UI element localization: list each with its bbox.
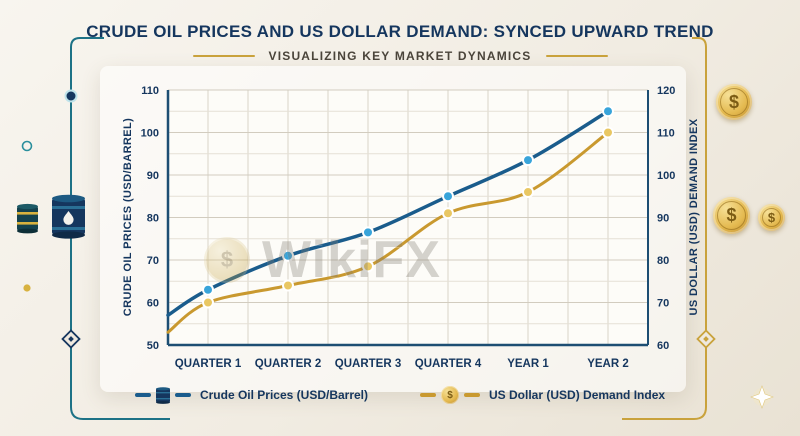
oil-barrel-icon bbox=[52, 194, 85, 239]
data-point-marker bbox=[522, 186, 534, 198]
legend-item-usd: $ US Dollar (USD) Demand Index bbox=[420, 386, 665, 404]
legend-label-usd: US Dollar (USD) Demand Index bbox=[489, 388, 666, 402]
axis-tick-label: 70 bbox=[657, 298, 669, 310]
left-diamond-icon bbox=[61, 329, 81, 349]
axis-tick-label: 60 bbox=[657, 340, 669, 352]
coin-ring bbox=[717, 201, 746, 230]
legend-line-oil bbox=[174, 393, 191, 397]
axis-tick-label: 80 bbox=[657, 255, 669, 267]
data-point-marker bbox=[602, 126, 614, 139]
page-title: CRUDE OIL PRICES AND US DOLLAR DEMAND: S… bbox=[86, 22, 714, 41]
subtitle-rule-left bbox=[192, 55, 255, 57]
small-oil-barrel-icon bbox=[17, 203, 38, 234]
axis-tick-label: 90 bbox=[657, 213, 669, 225]
axis-tick-label: 90 bbox=[147, 170, 159, 182]
legend-line-usd bbox=[464, 393, 481, 397]
axis-tick-label: 110 bbox=[657, 128, 675, 140]
axis-tick-label: 100 bbox=[657, 170, 675, 182]
axis-tick-label: 110 bbox=[141, 85, 159, 97]
data-point-marker bbox=[522, 154, 534, 167]
right-diamond-icon bbox=[696, 329, 716, 349]
legend-line-oil bbox=[134, 393, 151, 397]
legend-label-oil: Crude Oil Prices (USD/Barrel) bbox=[199, 388, 369, 402]
axis-tick-label: YEAR 2 bbox=[587, 358, 629, 370]
chart-legend: Crude Oil Prices (USD/Barrel) $ US Dolla… bbox=[0, 386, 800, 404]
page-subtitle: VISUALIZING KEY MARKET DYNAMICS bbox=[268, 49, 532, 63]
dollar-coin-icon: $ bbox=[716, 84, 752, 120]
axis-tick-label: 100 bbox=[141, 128, 159, 140]
subtitle-rule-right bbox=[545, 55, 608, 57]
data-point-marker bbox=[282, 279, 294, 292]
oil-drop-icon bbox=[63, 211, 74, 225]
coin-ring bbox=[720, 88, 748, 116]
axis-tick-label: 60 bbox=[147, 298, 159, 310]
dollar-coin-icon: $ bbox=[441, 386, 460, 404]
legend-item-oil: Crude Oil Prices (USD/Barrel) bbox=[134, 386, 369, 404]
coin-ring bbox=[762, 208, 781, 227]
axis-tick-label: 80 bbox=[147, 213, 159, 225]
dollar-coin-icon: $ bbox=[758, 204, 785, 231]
subtitle-row: VISUALIZING KEY MARKET DYNAMICS bbox=[0, 49, 800, 63]
data-point-marker bbox=[442, 190, 454, 203]
right-axis-title: US DOLLAR (USD) DEMAND INDEX bbox=[688, 118, 700, 316]
gold-dot-icon bbox=[23, 284, 31, 292]
left-axis-title: CRUDE OIL PRICES (USD/BARREL) bbox=[122, 117, 134, 317]
data-point-marker bbox=[202, 296, 214, 309]
dollar-coin-icon: $ bbox=[713, 197, 750, 234]
data-point-marker bbox=[362, 226, 374, 239]
axis-tick-label: QUARTER 1 bbox=[175, 358, 242, 370]
data-point-marker bbox=[442, 207, 454, 220]
oil-barrel-icon bbox=[155, 386, 170, 404]
data-point-marker bbox=[202, 283, 214, 296]
small-circle-icon bbox=[21, 140, 33, 152]
data-point-marker bbox=[602, 105, 614, 118]
data-point-marker bbox=[282, 249, 294, 262]
axis-tick-label: 70 bbox=[147, 255, 159, 267]
axis-tick-label: QUARTER 2 bbox=[255, 358, 321, 370]
axis-tick-label: QUARTER 3 bbox=[335, 358, 401, 370]
data-point-marker bbox=[362, 260, 374, 273]
axis-tick-label: 120 bbox=[657, 85, 675, 97]
node-dot-icon bbox=[64, 89, 78, 103]
line-chart: 50 60 70 80 90 100 110 60 70 80 90 100 110 120 QUARTER… bbox=[141, 85, 676, 370]
axis-tick-label: QUARTER 4 bbox=[415, 358, 482, 370]
legend-line-usd bbox=[420, 393, 437, 397]
axis-tick-label: 50 bbox=[147, 340, 159, 352]
axis-tick-label: YEAR 1 bbox=[507, 358, 549, 370]
